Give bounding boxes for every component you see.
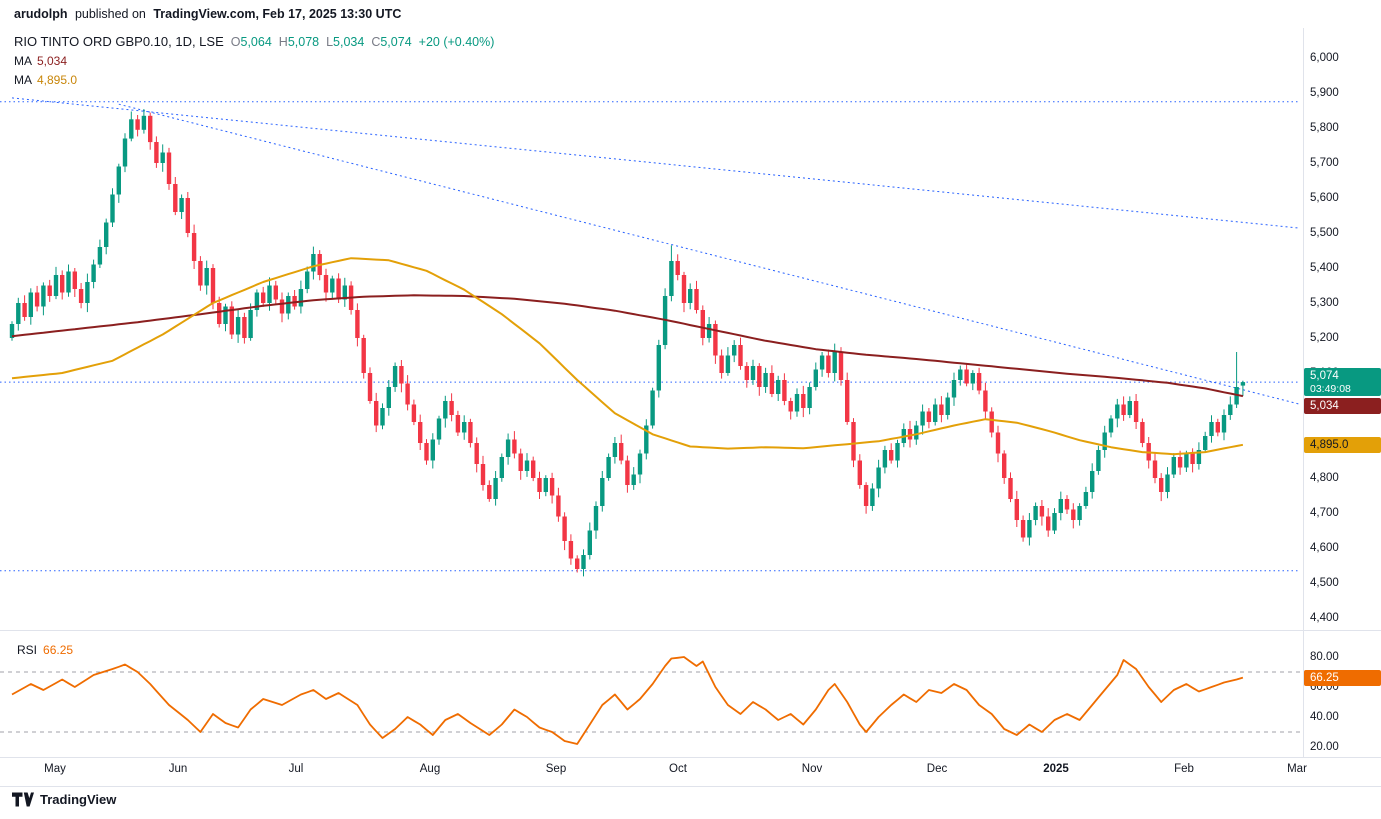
last-price-value: 5,074 (1310, 370, 1339, 383)
time-axis-label: Nov (801, 763, 823, 775)
time-axis-label: Mar (1287, 763, 1307, 775)
tradingview-brand[interactable]: TradingView (40, 792, 117, 807)
low-label: L (326, 35, 334, 49)
ma1-legend-row[interactable]: MA 5,034 (14, 52, 494, 70)
change-value: +20 (+0.40%) (418, 35, 495, 49)
rsi-tick-label: 40.00 (1310, 711, 1339, 723)
footer-bar: TradingView (12, 792, 116, 807)
low-value: 5,034 (333, 35, 365, 49)
chart-legend: RIO TINTO ORD GBP0.10, 1D, LSE O5,064 H5,0… (14, 33, 494, 89)
publish-source-datetime: TradingView.com, Feb 17, 2025 13:30 UTC (153, 7, 402, 21)
price-tick-label: 5,500 (1310, 227, 1339, 239)
symbol-title[interactable]: RIO TINTO ORD GBP0.10, 1D, LSE (14, 34, 224, 49)
price-tick-label: 5,900 (1310, 87, 1339, 99)
ma2-label: MA (14, 73, 32, 87)
open-label: O (230, 35, 241, 49)
close-label: C (371, 35, 381, 49)
ma1-label: MA (14, 54, 32, 68)
high-label: H (278, 35, 288, 49)
high-value: 5,078 (287, 35, 320, 49)
price-tick-label: 4,400 (1310, 612, 1339, 624)
time-axis-label: Aug (419, 763, 441, 775)
time-axis-label: Jun (168, 763, 188, 775)
author-name: arudolph (14, 7, 68, 21)
ma1-value: 5,034 (37, 54, 68, 68)
ma1-price-badge: 5,034 (1304, 398, 1381, 415)
time-axis-label: Jul (288, 763, 304, 775)
time-axis-label: Oct (669, 763, 687, 775)
time-axis-label: 2025 (1043, 763, 1069, 775)
time-axis-label: May (44, 763, 66, 775)
ma2-price-badge: 4,895.0 (1304, 436, 1381, 453)
tradingview-logo-icon[interactable] (12, 792, 34, 807)
price-tick-label: 4,800 (1310, 472, 1339, 484)
last-price-badge: 5,074 03:49:08 (1304, 368, 1381, 397)
symbol-row[interactable]: RIO TINTO ORD GBP0.10, 1D, LSE O5,064 H5,0… (14, 33, 494, 51)
published-text: published on (74, 7, 146, 21)
price-tick-label: 5,800 (1310, 122, 1339, 134)
price-tick-label: 5,300 (1310, 297, 1339, 309)
rsi-value-badge: 66.25 (1304, 669, 1381, 686)
price-tick-label: 4,600 (1310, 542, 1339, 554)
open-value: 5,064 (240, 35, 272, 49)
price-tick-label: 4,700 (1310, 507, 1339, 519)
time-axis-label: Sep (545, 763, 567, 775)
rsi-label: RSI (17, 643, 38, 657)
rsi-value: 66.25 (43, 643, 74, 657)
price-tick-label: 5,600 (1310, 192, 1339, 204)
time-axis-label: Dec (926, 763, 948, 775)
attribution-bar: arudolph published on TradingView.com, F… (14, 7, 401, 21)
rsi-tick-label: 80.00 (1310, 651, 1339, 663)
rsi-tick-label: 20.00 (1310, 741, 1339, 753)
close-value: 5,074 (380, 35, 412, 49)
price-tick-label: 6,000 (1310, 52, 1339, 64)
ma2-legend-row[interactable]: MA 4,895.0 (14, 71, 494, 89)
price-tick-label: 5,700 (1310, 157, 1339, 169)
ma2-value: 4,895.0 (37, 73, 78, 87)
price-tick-label: 5,400 (1310, 262, 1339, 274)
rsi-legend[interactable]: RSI 66.25 (17, 643, 73, 657)
price-tick-label: 5,200 (1310, 332, 1339, 344)
price-tick-label: 4,500 (1310, 577, 1339, 589)
bar-countdown: 03:49:08 (1310, 383, 1351, 396)
time-axis-label: Feb (1174, 763, 1194, 775)
